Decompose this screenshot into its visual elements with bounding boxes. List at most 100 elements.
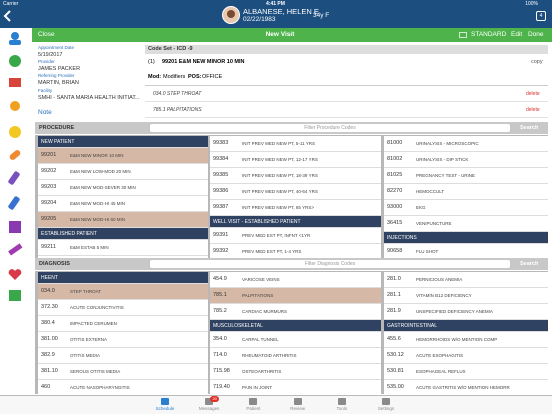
tab-label[interactable]: Patient [246,406,261,411]
code: 99201 [41,152,57,158]
mod-label: Mod: [148,74,162,80]
code: 714.0 [213,352,227,358]
filter-input[interactable]: Filter Diagnosis Codes [150,260,510,268]
code-set-bar [145,45,548,54]
tab-label[interactable]: Messages [198,406,220,411]
code-row[interactable]: 81000 URINALYSIS - MICROSCOPIC [384,136,548,152]
code: 034.0 [41,288,55,294]
code-row[interactable]: 81002 URINALYSIS - DIP STICK [384,152,548,168]
code-row[interactable]: 535.00 ACUTE GASTRITIS W/O MENTION HEMORR [384,380,548,394]
code-row[interactable]: 034.0 STEP THROAT [38,284,208,300]
code-row[interactable]: 354.0 CARPAL TUNNEL [210,332,381,348]
code-row[interactable]: 372.30 ACUTE CONJUNCTIVITIS [38,300,208,316]
code-row[interactable]: 36415 VENIPUNCTURE [384,216,548,232]
code-row[interactable]: 460 ACUTE NASOPHARYNGITIS [38,380,208,394]
code-row[interactable]: 99383 INIT PREV MED NEW PT, 5-11 YRS [210,136,381,152]
edit-button[interactable]: Edit [511,31,523,38]
delete-button[interactable]: delete [526,91,540,97]
description: RHEUMATOID ARTHRITIS [242,352,297,358]
code-row[interactable]: 380.4 IMPACTED CERUMEN [38,316,208,332]
code-row[interactable]: 714.0 RHEUMATOID ARTHRITIS [210,348,381,364]
patient-age: 34y F [313,12,330,19]
tab-icon[interactable] [382,398,390,405]
code-row[interactable]: 382.9 OTITIS MEDIA [38,348,208,364]
code-row[interactable]: 82270 HEMOCCULT [384,184,548,200]
group-title: NEW PATIENT [41,138,75,145]
template-button[interactable]: STANDARD [471,31,507,38]
code-row[interactable]: 99201 E&M NEW MINOR 10 MIN [38,148,208,164]
code-row[interactable]: 281.9 UNSPECIFIED DEFICIENCY ANEMIA [384,304,548,320]
tab-label[interactable]: Tools [336,406,348,411]
description: FLU SHOT [416,248,439,254]
code-row[interactable]: 99385 INIT PREV MED NEW PT, 18-39 YRS [210,168,381,184]
close-button[interactable]: Close [38,31,55,38]
tab-label[interactable]: Review [290,406,305,411]
code: 99386 [213,188,229,194]
code-row[interactable]: 719.40 PAIN IN JOINT [210,380,381,394]
delete-button[interactable]: delete [526,107,540,113]
pos-label: POS: [188,74,202,80]
code: 81025 [387,172,403,178]
divider [145,117,548,118]
code: 381.00 [41,336,58,342]
code-row[interactable]: 99204 E&M NEW MOD-HI 45 MIN [38,196,208,212]
code: 99202 [41,168,57,174]
tab-icon[interactable] [205,398,214,405]
tab-bar [0,395,552,414]
group-title: GASTROINTESTINAL [387,322,438,329]
code-row[interactable]: 99211 E&M ESTAB 5 MIN [38,240,208,256]
code: 785.1 [213,292,227,298]
code-row[interactable]: 785.1 PALPITATIONS [210,288,381,304]
code-row[interactable]: 530.12 ACUTE ESOPHAGITIS [384,348,548,364]
tab-label[interactable]: Settings [377,406,395,411]
code-row[interactable]: 99203 E&M NEW MOD-SEVER 30 MIN [38,180,208,196]
tab-label[interactable]: Schedule [155,406,175,411]
tab-badge: 20 [210,396,220,402]
tab-icon[interactable] [161,398,169,405]
code-row[interactable]: 99386 INIT PREV MED NEW PT, 40-64 YRS [210,184,381,200]
description: HEMORRHOIDS W/O MENTION COMP [416,336,498,342]
code-row[interactable]: 281.0 PERNICIOUS ANEMIA [384,272,548,288]
tab-icon[interactable] [337,398,346,405]
tab-icon[interactable] [249,398,258,405]
filter-input[interactable]: Filter Procedure Codes [150,124,510,132]
code: 90658 [387,248,403,254]
code-row[interactable]: 93000 EKG [384,200,548,216]
description: SEROUS OTITIS MEDIA [70,368,121,374]
description: INIT PREV MED NEW PT, 18-39 YRS [242,172,318,178]
code-row[interactable]: 99392 PREV MED EST PT, 1-4 YRS [210,244,381,258]
search-button[interactable]: Search [520,261,539,267]
field-label: Facility [38,88,53,93]
badge[interactable]: 4 [536,11,546,21]
field-value: MARTIN, BRIAN [38,79,79,86]
code-row[interactable]: 454.9 VARICOSE VEINS [210,272,381,288]
code: 354.0 [213,336,227,342]
search-button[interactable]: Search [520,125,539,131]
done-button[interactable]: Done [528,31,544,38]
tab-icon[interactable] [293,398,302,405]
code-row[interactable]: 785.2 CARDIAC MURMURS [210,304,381,320]
code-column: 454.9 VARICOSE VEINS 785.1 PALPITATIONS 785.… [210,272,381,394]
code-row[interactable]: 99205 E&M NEW MOD-HI 60 MIN [38,212,208,228]
code-row[interactable]: 90658 FLU SHOT [384,244,548,258]
code-row[interactable]: 99202 E&M NEW LOW-MOD 20 MIN [38,164,208,180]
description: E&M ESTAB 5 MIN [70,244,109,250]
code-row[interactable]: 81025 PREGNANCY TEST - URINE [384,168,548,184]
field-label: Referring Provider [38,73,75,78]
code-row[interactable]: 530.81 ESOPHAGEAL REFLUX [384,364,548,380]
description: OSTEOARTHRITIS [242,368,282,374]
code-row[interactable]: 99384 INIT PREV MED NEW PT, 12-17 YRS [210,152,381,168]
description: VITAMIN B12 DEFICIENCY [416,292,472,298]
code-row[interactable]: 99387 INIT PREV MED NEW PT, 65 YRS> [210,200,381,216]
copy-button[interactable]: copy [531,59,543,65]
code: 81002 [387,156,403,162]
code-row[interactable]: 281.1 VITAMIN B12 DEFICIENCY [384,288,548,304]
description: CARPAL TUNNEL [242,336,279,342]
code-row[interactable]: 715.98 OSTEOARTHRITIS [210,364,381,380]
back-button[interactable] [3,9,13,23]
note-button[interactable]: Note [38,109,52,116]
code-row[interactable]: 455.6 HEMORRHOIDS W/O MENTION COMP [384,332,548,348]
code-row[interactable]: 381.00 OTITIS EXTERNA [38,332,208,348]
code-row[interactable]: 381.10 SEROUS OTITIS MEDIA [38,364,208,380]
code-row[interactable]: 99391 PREV MED EST PT, INFNT <1YR [210,228,381,244]
